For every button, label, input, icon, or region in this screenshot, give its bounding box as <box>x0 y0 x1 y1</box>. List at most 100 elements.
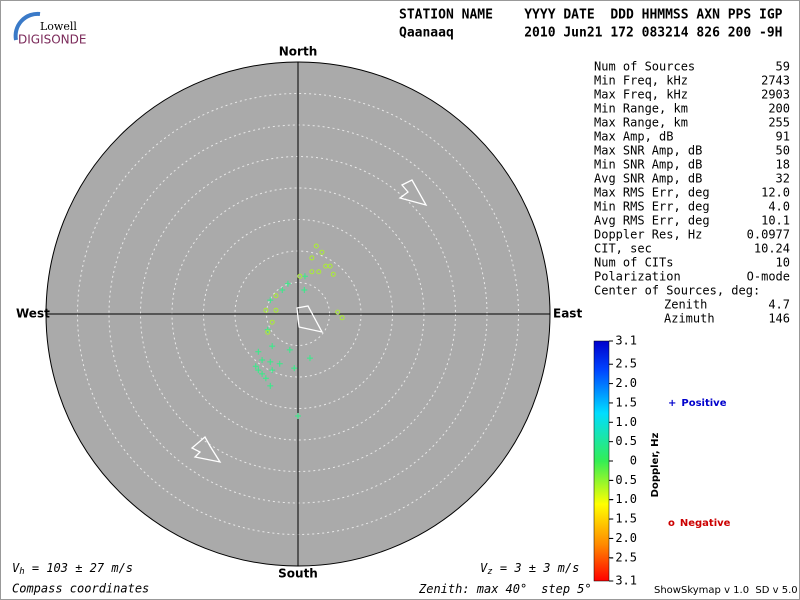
stat-label: Num of CITs <box>594 256 673 270</box>
colorbar-tick-label: 3.1 <box>615 334 637 348</box>
velocity-arrow <box>398 179 428 207</box>
stat-value: 10 <box>776 256 790 270</box>
colorbar-tick-label: -1.5 <box>608 512 637 526</box>
stat-value: 146 <box>768 312 790 326</box>
colorbar-tick-label: 2.5 <box>615 357 637 371</box>
stat-value: 200 <box>768 102 790 116</box>
source-point <box>265 329 271 335</box>
source-point <box>267 358 274 365</box>
source-point <box>284 280 291 287</box>
stat-value: 12.0 <box>761 186 790 200</box>
stat-label: Min Range, km <box>594 102 688 116</box>
stat-value: 91 <box>776 130 790 144</box>
compass-label: East <box>553 307 582 321</box>
stat-value: 4.7 <box>768 298 790 312</box>
colorbar <box>593 340 610 582</box>
source-point <box>273 307 279 313</box>
source-point <box>313 243 319 249</box>
source-point <box>255 348 262 355</box>
stat-label: Zenith <box>664 298 707 312</box>
source-point <box>301 273 308 280</box>
colorbar-tick-label: -1.0 <box>608 492 637 506</box>
source-point <box>267 297 274 304</box>
source-point <box>276 360 283 367</box>
legend-entry: + Positive <box>668 398 727 409</box>
stat-value: 50 <box>776 144 790 158</box>
source-point <box>269 367 276 374</box>
source-point <box>319 249 325 255</box>
zenith-label: Zenith: max 40° step 5° <box>418 582 592 596</box>
source-point <box>309 255 315 261</box>
compass-label: West <box>16 307 50 321</box>
source-point <box>335 309 341 315</box>
stat-label: Max Range, km <box>594 116 688 130</box>
compass-label: South <box>278 567 318 581</box>
vh-label: Vh = 103 ± 27 m/s <box>12 561 133 577</box>
source-point <box>273 293 279 299</box>
source-point <box>286 346 293 353</box>
stat-label: Polarization <box>594 270 681 284</box>
colorbar-tick-label: -2.0 <box>608 531 637 545</box>
source-point <box>309 269 315 275</box>
stat-value: 18 <box>776 158 790 172</box>
source-point <box>269 343 276 350</box>
stat-label: Min RMS Err, deg <box>594 200 710 214</box>
header-line: STATION NAME YYYY DATE DDD HHMMSS AXN PP… <box>399 8 783 23</box>
source-point <box>252 363 259 370</box>
source-point <box>255 367 262 374</box>
source-point <box>259 356 266 363</box>
source-point <box>327 263 333 269</box>
source-point <box>316 269 322 275</box>
logo-top: Lowell <box>40 20 77 33</box>
stat-label: Doppler Res, Hz <box>594 228 702 242</box>
source-point <box>262 375 269 382</box>
stat-value: 2903 <box>761 88 790 102</box>
stat-label: Max Amp, dB <box>594 130 673 144</box>
source-point <box>306 355 313 362</box>
colorbar-title: Doppler, Hz <box>650 433 661 498</box>
header-line: Qaanaaq 2010 Jun21 172 083214 826 200 -9… <box>399 26 783 41</box>
stat-label: Max SNR Amp, dB <box>594 144 702 158</box>
colorbar-tick-label: 1.0 <box>615 415 637 429</box>
legend-entry: o Negative <box>668 518 731 529</box>
stat-label: CIT, sec <box>594 242 652 256</box>
colorbar-tick-label: 2.0 <box>615 376 637 390</box>
source-point <box>301 287 308 294</box>
colorbar-tick-label: 0 <box>630 454 637 468</box>
source-point <box>291 365 298 372</box>
colorbar-tick-label: -2.5 <box>608 550 637 564</box>
colorbar-tick-label: -3.1 <box>608 574 637 588</box>
stat-label: Azimuth <box>664 312 715 326</box>
stat-value: 4.0 <box>768 200 790 214</box>
logo-bottom: DIGISONDE <box>18 33 86 47</box>
colorbar-tick-label: 0.5 <box>615 434 637 448</box>
compass-label: North <box>279 45 317 59</box>
stat-label: Num of Sources <box>594 60 695 74</box>
velocity-arrow <box>296 305 324 333</box>
source-point <box>269 319 275 325</box>
source-point <box>259 370 266 377</box>
stat-value: 255 <box>768 116 790 130</box>
vz-label: Vz = 3 ± 3 m/s <box>480 561 579 577</box>
stat-value: O-mode <box>747 270 790 284</box>
stat-value: 0.0977 <box>747 228 790 242</box>
source-point <box>330 271 336 277</box>
stat-label: Center of Sources, deg: <box>594 284 760 298</box>
legend: + Positive o Negative <box>668 398 731 529</box>
source-point <box>297 273 303 279</box>
coords-label: Compass coordinates <box>12 582 149 596</box>
stat-value: 10.1 <box>761 214 790 228</box>
source-point <box>339 315 345 321</box>
stat-label: Max RMS Err, deg <box>594 186 710 200</box>
colorbar-tick-label: -0.5 <box>608 473 637 487</box>
source-point <box>279 287 286 294</box>
colorbar-tick-label: 1.5 <box>615 395 637 409</box>
stat-value: 10.24 <box>754 242 790 256</box>
source-point <box>267 382 274 389</box>
source-point <box>263 307 269 313</box>
stat-value: 2743 <box>761 74 790 88</box>
logo-swoosh <box>13 11 41 41</box>
stat-value: 59 <box>776 60 790 74</box>
velocity-arrow <box>190 435 222 463</box>
